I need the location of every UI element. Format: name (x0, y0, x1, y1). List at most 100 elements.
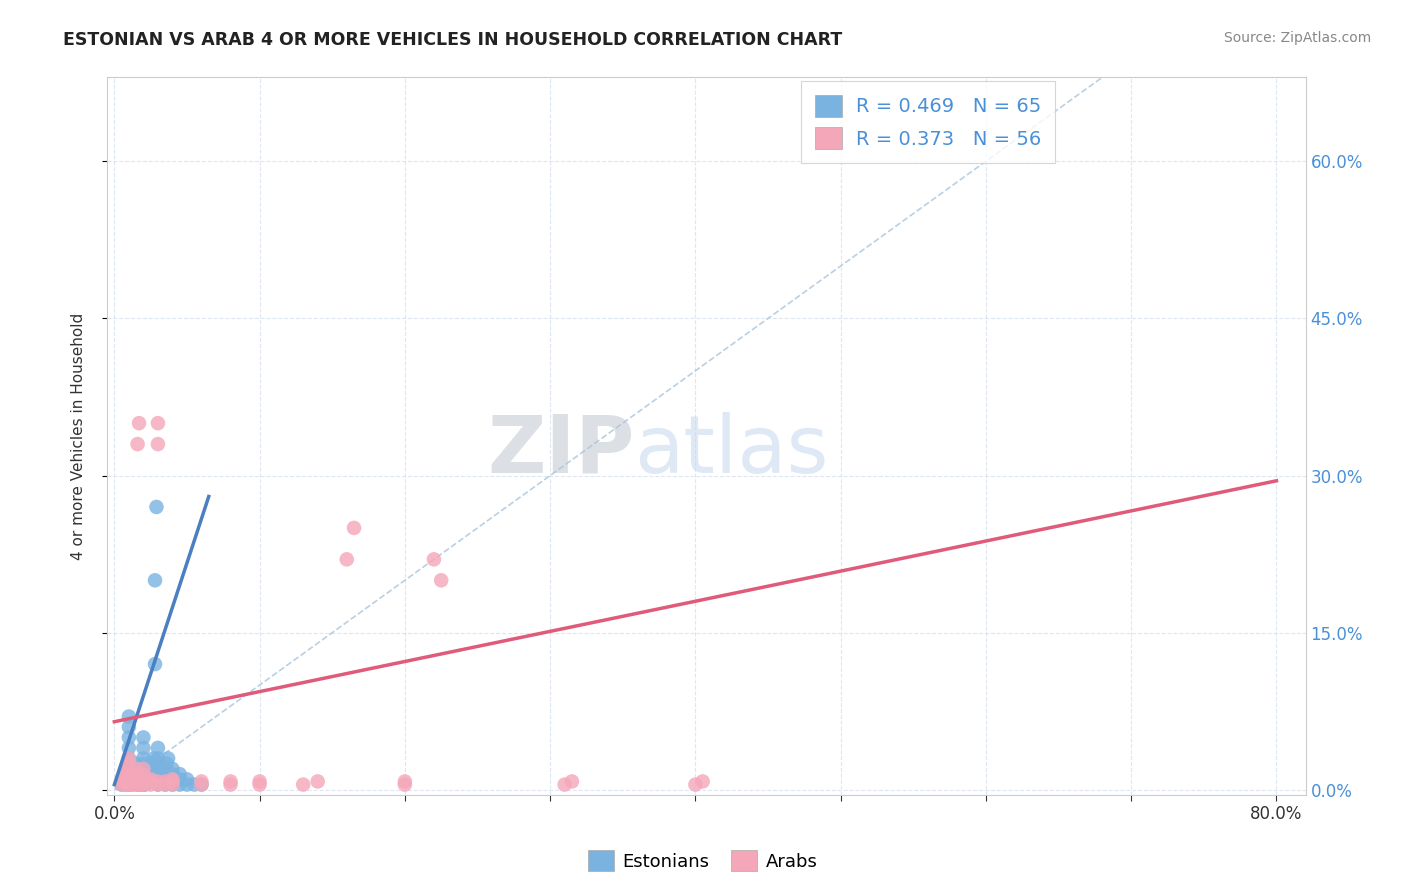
Point (114, 767, 136, 781)
Point (162, 767, 184, 781)
Point (692, 774, 714, 789)
Text: ZIP: ZIP (486, 411, 634, 490)
Point (127, 778, 149, 792)
Point (112, 772, 135, 787)
Point (132, 772, 155, 787)
Point (143, 657, 166, 672)
Point (153, 778, 176, 792)
Point (118, 778, 141, 792)
Point (132, 731, 155, 745)
Point (307, 774, 329, 789)
Point (685, 778, 707, 792)
Point (394, 774, 416, 789)
Point (117, 778, 139, 792)
Point (145, 500, 167, 514)
Point (153, 778, 176, 792)
Point (139, 762, 162, 776)
Point (118, 762, 141, 776)
Point (110, 778, 132, 792)
Point (118, 772, 141, 787)
Point (117, 762, 139, 776)
Point (146, 774, 169, 789)
Point (125, 762, 148, 776)
Point (110, 778, 132, 792)
Point (139, 774, 162, 789)
Point (122, 774, 145, 789)
Point (219, 778, 242, 792)
Point (157, 751, 180, 765)
Text: ESTONIAN VS ARAB 4 OR MORE VEHICLES IN HOUSEHOLD CORRELATION CHART: ESTONIAN VS ARAB 4 OR MORE VEHICLES IN H… (63, 31, 842, 49)
Point (162, 762, 184, 776)
Point (138, 767, 160, 781)
Legend: R = 0.469   N = 65, R = 0.373   N = 56: R = 0.469 N = 65, R = 0.373 N = 56 (801, 81, 1054, 163)
Y-axis label: 4 or more Vehicles in Household: 4 or more Vehicles in Household (72, 312, 86, 560)
Point (162, 778, 184, 792)
Point (136, 772, 159, 787)
Point (118, 720, 141, 734)
Point (118, 778, 141, 792)
Point (394, 778, 416, 792)
Point (146, 778, 169, 792)
Point (153, 772, 176, 787)
Point (135, 774, 157, 789)
Point (162, 774, 184, 789)
Point (132, 778, 155, 792)
Point (118, 751, 141, 765)
Point (146, 756, 169, 771)
Point (142, 751, 165, 765)
Point (219, 774, 242, 789)
Legend: Estonians, Arabs: Estonians, Arabs (581, 843, 825, 879)
Point (146, 416, 169, 430)
Point (162, 778, 184, 792)
Point (118, 731, 141, 745)
Point (143, 574, 166, 588)
Point (336, 552, 359, 566)
Point (134, 778, 156, 792)
Point (249, 774, 271, 789)
Point (115, 778, 138, 792)
Point (423, 552, 446, 566)
Point (554, 778, 576, 792)
Point (146, 767, 169, 781)
Point (132, 751, 155, 765)
Point (114, 772, 136, 787)
Point (128, 772, 150, 787)
Point (132, 756, 155, 771)
Point (115, 767, 138, 781)
Point (343, 521, 366, 535)
Point (132, 740, 155, 755)
Point (139, 772, 162, 787)
Text: Source: ZipAtlas.com: Source: ZipAtlas.com (1223, 31, 1371, 45)
Point (132, 762, 155, 776)
Point (112, 774, 135, 789)
Point (118, 709, 141, 723)
Point (141, 756, 163, 771)
Point (153, 774, 176, 789)
Point (153, 767, 176, 781)
Point (125, 767, 148, 781)
Point (190, 778, 212, 792)
Point (125, 778, 148, 792)
Point (124, 772, 146, 787)
Point (430, 574, 453, 588)
Point (190, 774, 212, 789)
Point (249, 778, 271, 792)
Point (118, 762, 141, 776)
Point (169, 772, 191, 787)
Point (146, 778, 169, 792)
Point (190, 778, 212, 792)
Point (125, 756, 148, 771)
Point (176, 772, 198, 787)
Point (129, 778, 152, 792)
Point (169, 767, 191, 781)
Point (132, 778, 155, 792)
Point (118, 740, 141, 755)
Point (183, 778, 205, 792)
Point (118, 772, 141, 787)
Point (146, 751, 169, 765)
Point (132, 767, 155, 781)
Point (125, 767, 148, 781)
Point (146, 772, 169, 787)
Point (129, 778, 152, 792)
Point (139, 778, 162, 792)
